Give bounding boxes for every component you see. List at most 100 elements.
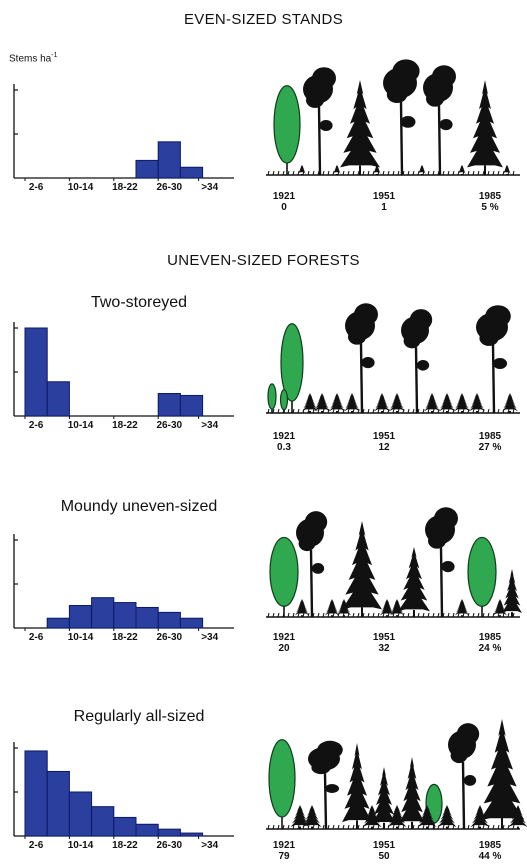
- spruce-tree: [502, 393, 518, 413]
- pine-tree: [383, 59, 420, 176]
- forest-scene-two-storeyed: [266, 303, 520, 414]
- pine-tree: [401, 309, 433, 414]
- spruce-tree: [333, 164, 341, 175]
- x-tick-label: 18-22: [112, 632, 138, 643]
- spruce-tree: [336, 599, 352, 617]
- y-axis-label: Stems ha-1: [9, 52, 58, 65]
- bar-26-30: [157, 828, 181, 837]
- year-1921: 1921: [272, 840, 296, 851]
- x-tick-label: 10-14: [68, 840, 94, 851]
- spruce-tree: [458, 164, 466, 175]
- percent-1951: 12: [378, 442, 390, 453]
- spruce-tree: [298, 164, 306, 175]
- histogram-even-sized: 2-6 10-14 18-22 26-30 >34: [13, 84, 234, 193]
- spruce-tree: [467, 80, 503, 175]
- birch-tree: [280, 323, 304, 413]
- year-1951: 1951: [372, 632, 396, 643]
- panel-title-moundy: Moundy uneven-sized: [60, 498, 218, 515]
- birch-tree: [467, 536, 497, 617]
- spruce-tree: [469, 393, 485, 413]
- bar-26-30: [157, 611, 181, 629]
- spruce-tree: [324, 599, 340, 617]
- percent-1921: 0.3: [277, 442, 291, 453]
- x-tick-label: 18-22: [112, 420, 138, 431]
- spruce-tree: [454, 599, 470, 617]
- spruce-tree: [329, 393, 345, 413]
- ground-line: [266, 408, 520, 414]
- spruce-tree: [389, 393, 405, 413]
- spruce-tree: [492, 599, 508, 617]
- x-tick-label: 26-30: [157, 420, 183, 431]
- year-1921: 1921: [272, 191, 296, 202]
- bar-2-6: [24, 750, 48, 837]
- year-1921: 1921: [272, 632, 296, 643]
- year-1951: 1951: [372, 840, 396, 851]
- spruce-tree: [417, 805, 437, 829]
- spruce-tree: [503, 164, 511, 175]
- x-tick-label: 18-22: [112, 182, 138, 193]
- spruce-tree: [437, 805, 457, 829]
- bar-30-34: [179, 617, 204, 629]
- x-tick-label: 2-6: [29, 632, 44, 643]
- year-1951: 1951: [372, 191, 396, 202]
- percent-1921: 79: [278, 851, 290, 862]
- percent-1985: 44 %: [478, 851, 502, 862]
- bar-6-10: [46, 617, 70, 629]
- spruce-tree: [387, 805, 407, 829]
- bar-14-18: [91, 597, 115, 629]
- x-tick-label: 26-30: [157, 840, 183, 851]
- even-sized-heading: EVEN-SIZED STANDS: [183, 11, 343, 28]
- percent-1985: 27 %: [478, 442, 502, 453]
- percent-1921: 0: [281, 202, 287, 213]
- bar-2-6: [24, 327, 48, 417]
- x-tick-label: >34: [201, 420, 218, 431]
- x-tick-label: >34: [201, 840, 218, 851]
- spruce-tree: [502, 569, 522, 617]
- x-tick-label: 26-30: [157, 632, 183, 643]
- bar-22-26: [135, 823, 159, 837]
- spruce-tree: [454, 393, 470, 413]
- ground-line: [266, 824, 520, 830]
- bar-14-18: [91, 806, 115, 837]
- birch-tree: [269, 536, 299, 617]
- bar-6-10: [46, 381, 70, 417]
- bar-26-30: [157, 393, 181, 417]
- spruce-tree: [362, 805, 382, 829]
- year-1985: 1985: [478, 632, 502, 643]
- x-tick-label: 26-30: [157, 182, 183, 193]
- year-1985: 1985: [478, 431, 502, 442]
- spruce-tree: [290, 805, 310, 829]
- spruce-tree: [470, 805, 490, 829]
- year-1985: 1985: [478, 840, 502, 851]
- pine-tree: [308, 740, 343, 830]
- bar-10-14: [68, 791, 93, 837]
- forest-scene-even-sized: [266, 59, 520, 176]
- histogram-two-storeyed: 2-6 10-14 18-22 26-30 >34: [13, 322, 234, 431]
- x-tick-label: 2-6: [29, 182, 44, 193]
- spruce-tree: [344, 393, 360, 413]
- x-tick-label: >34: [201, 632, 218, 643]
- uneven-sized-heading: UNEVEN-SIZED FORESTS: [167, 252, 360, 269]
- x-tick-label: 10-14: [68, 632, 94, 643]
- pine-tree: [448, 723, 480, 830]
- bar-26-30: [157, 141, 181, 179]
- x-tick-label: 18-22: [112, 840, 138, 851]
- pine-tree: [423, 65, 456, 176]
- bar-18-22: [113, 602, 137, 629]
- pine-tree: [345, 303, 378, 414]
- year-1921: 1921: [272, 431, 296, 442]
- spruce-tree: [340, 80, 380, 175]
- bar-30-34: [179, 832, 204, 837]
- spruce-tree: [379, 599, 395, 617]
- forest-scene-regularly: [266, 719, 527, 830]
- spruce-tree: [294, 599, 310, 617]
- spruce-tree: [374, 393, 390, 413]
- panel-title-two-storeyed: Two-storeyed: [90, 294, 188, 311]
- x-tick-label: >34: [201, 182, 218, 193]
- bar-6-10: [46, 770, 70, 837]
- ground-line: [266, 612, 520, 618]
- spruce-tree: [314, 393, 330, 413]
- pine-tree: [425, 507, 458, 618]
- spruce-tree: [342, 521, 382, 617]
